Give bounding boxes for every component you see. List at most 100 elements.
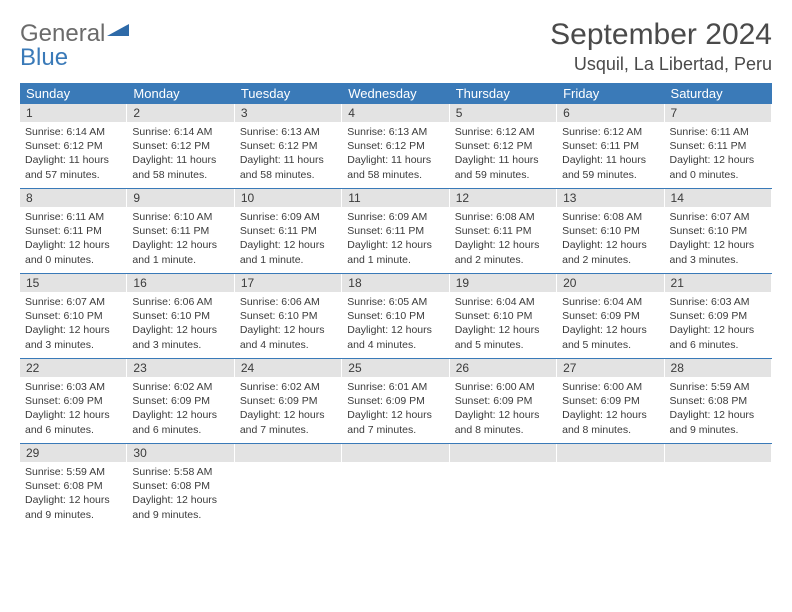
sunrise-text: Sunrise: 6:12 AM — [455, 125, 551, 139]
sunset-text: Sunset: 6:09 PM — [240, 394, 336, 408]
day-number — [450, 444, 556, 462]
day-number: 9 — [127, 189, 233, 207]
sunrise-text: Sunrise: 6:13 AM — [240, 125, 336, 139]
day-number: 21 — [665, 274, 771, 292]
day-cell: 3 Sunrise: 6:13 AMSunset: 6:12 PMDaylight… — [235, 104, 342, 188]
sunset-text: Sunset: 6:11 PM — [240, 224, 336, 238]
calendar-grid: Sunday Monday Tuesday Wednesday Thursday… — [20, 83, 772, 528]
daylight-text: Daylight: 11 hours and 58 minutes. — [240, 153, 336, 181]
sunrise-text: Sunrise: 5:58 AM — [132, 465, 228, 479]
day-cell: 19Sunrise: 6:04 AMSunset: 6:10 PMDayligh… — [450, 274, 557, 358]
sunset-text: Sunset: 6:10 PM — [132, 309, 228, 323]
logo-part1: General — [20, 20, 105, 47]
day-body: Sunrise: 6:10 AMSunset: 6:11 PMDaylight:… — [127, 207, 233, 272]
sunset-text: Sunset: 6:11 PM — [455, 224, 551, 238]
daylight-text: Daylight: 12 hours and 1 minute. — [347, 238, 443, 266]
day-cell: 2Sunrise: 6:14 AMSunset: 6:12 PMDaylight… — [127, 104, 234, 188]
day-cell — [450, 444, 557, 528]
sunset-text: Sunset: 6:12 PM — [455, 139, 551, 153]
day-cell: 8Sunrise: 6:11 AMSunset: 6:11 PMDaylight… — [20, 189, 127, 273]
calendar-page: General Blue September 2024 Usquil, La L… — [0, 0, 792, 538]
sunrise-text: Sunrise: 6:14 AM — [132, 125, 228, 139]
day-body: Sunrise: 6:05 AMSunset: 6:10 PMDaylight:… — [342, 292, 448, 357]
day-header-sat: Saturday — [665, 83, 772, 104]
daylight-text: Daylight: 12 hours and 9 minutes. — [670, 408, 766, 436]
sunset-text: Sunset: 6:10 PM — [25, 309, 121, 323]
day-body — [557, 462, 663, 470]
day-number: 5 — [450, 104, 556, 122]
sunrise-text: Sunrise: 6:01 AM — [347, 380, 443, 394]
day-number: 29 — [20, 444, 126, 462]
sunrise-text: Sunrise: 6:09 AM — [240, 210, 336, 224]
day-body: Sunrise: 6:09 AMSunset: 6:11 PMDaylight:… — [342, 207, 448, 272]
logo-part2: Blue — [20, 44, 68, 71]
sunset-text: Sunset: 6:08 PM — [25, 479, 121, 493]
day-cell: 29Sunrise: 5:59 AMSunset: 6:08 PMDayligh… — [20, 444, 127, 528]
day-body — [235, 462, 341, 470]
sunrise-text: Sunrise: 6:03 AM — [25, 380, 121, 394]
sunrise-text: Sunrise: 6:03 AM — [670, 295, 766, 309]
day-cell: 22Sunrise: 6:03 AMSunset: 6:09 PMDayligh… — [20, 359, 127, 443]
day-cell: 9Sunrise: 6:10 AMSunset: 6:11 PMDaylight… — [127, 189, 234, 273]
day-number: 24 — [235, 359, 341, 377]
day-cell — [235, 444, 342, 528]
daylight-text: Daylight: 11 hours and 58 minutes. — [132, 153, 228, 181]
daylight-text: Daylight: 12 hours and 3 minutes. — [670, 238, 766, 266]
day-body: Sunrise: 6:09 AMSunset: 6:11 PMDaylight:… — [235, 207, 341, 272]
day-body — [342, 462, 448, 470]
sunrise-text: Sunrise: 6:11 AM — [25, 210, 121, 224]
day-cell: 5Sunrise: 6:12 AMSunset: 6:12 PMDaylight… — [450, 104, 557, 188]
day-body: Sunrise: 6:07 AMSunset: 6:10 PMDaylight:… — [665, 207, 771, 272]
sunset-text: Sunset: 6:09 PM — [25, 394, 121, 408]
daylight-text: Daylight: 12 hours and 7 minutes. — [347, 408, 443, 436]
daylight-text: Daylight: 12 hours and 8 minutes. — [562, 408, 658, 436]
sunset-text: Sunset: 6:11 PM — [562, 139, 658, 153]
day-cell: 1Sunrise: 6:14 AMSunset: 6:12 PMDaylight… — [20, 104, 127, 188]
brand-logo: General Blue — [20, 18, 129, 70]
day-cell: 6Sunrise: 6:12 AMSunset: 6:11 PMDaylight… — [557, 104, 664, 188]
day-number: 15 — [20, 274, 126, 292]
day-header-fri: Friday — [557, 83, 664, 104]
day-header-row: Sunday Monday Tuesday Wednesday Thursday… — [20, 83, 772, 104]
weeks-container: 1Sunrise: 6:14 AMSunset: 6:12 PMDaylight… — [20, 104, 772, 528]
sunset-text: Sunset: 6:12 PM — [240, 139, 336, 153]
daylight-text: Daylight: 12 hours and 2 minutes. — [455, 238, 551, 266]
sunrise-text: Sunrise: 6:00 AM — [562, 380, 658, 394]
day-cell: 13Sunrise: 6:08 AMSunset: 6:10 PMDayligh… — [557, 189, 664, 273]
day-cell: 23Sunrise: 6:02 AMSunset: 6:09 PMDayligh… — [127, 359, 234, 443]
sunset-text: Sunset: 6:12 PM — [25, 139, 121, 153]
logo-triangle-icon — [107, 22, 129, 41]
day-body: Sunrise: 6:02 AMSunset: 6:09 PMDaylight:… — [235, 377, 341, 442]
day-cell — [665, 444, 772, 528]
sunset-text: Sunset: 6:09 PM — [455, 394, 551, 408]
daylight-text: Daylight: 11 hours and 58 minutes. — [347, 153, 443, 181]
daylight-text: Daylight: 12 hours and 3 minutes. — [25, 323, 121, 351]
day-number: 3 — [235, 104, 341, 122]
day-number — [665, 444, 771, 462]
daylight-text: Daylight: 12 hours and 9 minutes. — [132, 493, 228, 521]
daylight-text: Daylight: 11 hours and 59 minutes. — [562, 153, 658, 181]
week-row: 29Sunrise: 5:59 AMSunset: 6:08 PMDayligh… — [20, 444, 772, 528]
sunrise-text: Sunrise: 5:59 AM — [670, 380, 766, 394]
sunset-text: Sunset: 6:10 PM — [347, 309, 443, 323]
daylight-text: Daylight: 12 hours and 9 minutes. — [25, 493, 121, 521]
day-cell: 30Sunrise: 5:58 AMSunset: 6:08 PMDayligh… — [127, 444, 234, 528]
day-number: 28 — [665, 359, 771, 377]
day-number: 6 — [557, 104, 663, 122]
day-header-sun: Sunday — [20, 83, 127, 104]
sunset-text: Sunset: 6:10 PM — [240, 309, 336, 323]
day-body: Sunrise: 6:13 AMSunset: 6:12 PMDaylight:… — [342, 122, 448, 187]
sunset-text: Sunset: 6:08 PM — [670, 394, 766, 408]
day-body: Sunrise: 5:59 AMSunset: 6:08 PMDaylight:… — [20, 462, 126, 527]
sunset-text: Sunset: 6:12 PM — [347, 139, 443, 153]
sunrise-text: Sunrise: 6:04 AM — [455, 295, 551, 309]
day-body: Sunrise: 6:11 AMSunset: 6:11 PMDaylight:… — [20, 207, 126, 272]
day-number: 13 — [557, 189, 663, 207]
sunrise-text: Sunrise: 6:02 AM — [132, 380, 228, 394]
day-body — [450, 462, 556, 470]
day-cell: 4Sunrise: 6:13 AMSunset: 6:12 PMDaylight… — [342, 104, 449, 188]
sunset-text: Sunset: 6:08 PM — [132, 479, 228, 493]
day-number: 10 — [235, 189, 341, 207]
day-number: 22 — [20, 359, 126, 377]
sunrise-text: Sunrise: 6:00 AM — [455, 380, 551, 394]
